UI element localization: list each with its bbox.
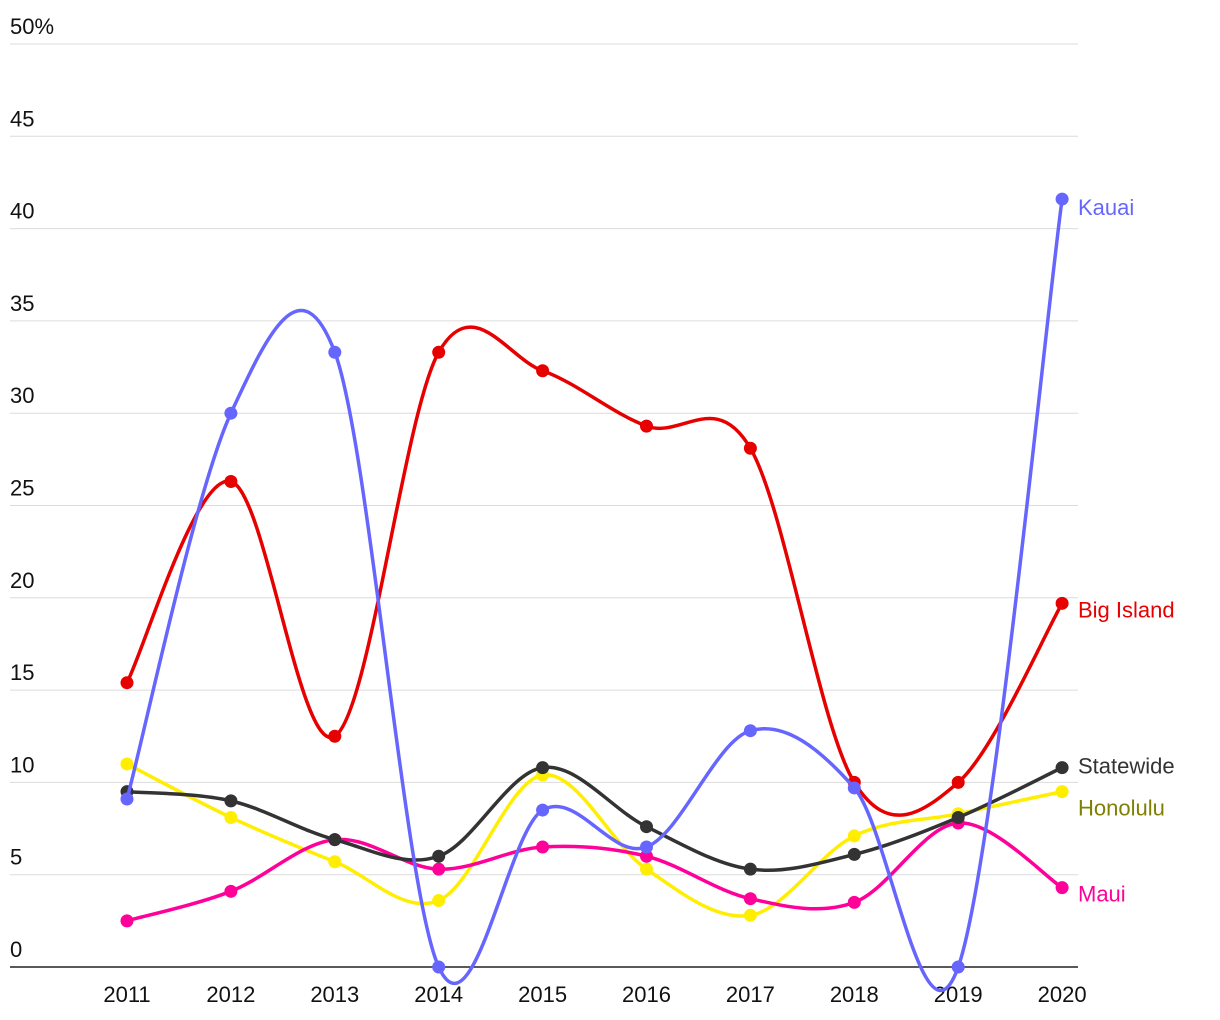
x-tick-label: 2011 — [103, 982, 150, 1007]
y-tick-label: 40 — [10, 199, 34, 224]
data-point-statewide — [951, 810, 965, 824]
data-point-big-island — [120, 676, 134, 690]
data-point-maui — [743, 892, 757, 906]
x-tick-label: 2016 — [622, 982, 671, 1007]
y-tick-label: 45 — [10, 106, 34, 131]
data-point-honolulu — [328, 855, 342, 869]
data-point-statewide — [743, 862, 757, 876]
series-line-big-island — [125, 325, 1064, 817]
data-point-statewide — [432, 849, 446, 863]
data-point-maui — [640, 849, 653, 863]
data-point-kauai — [120, 792, 134, 806]
data-point-maui — [224, 884, 238, 898]
data-point-kauai — [640, 840, 653, 854]
data-point-statewide — [536, 761, 550, 775]
data-point-kauai — [536, 803, 550, 817]
x-axis-ticks: 2011 2012 2013 2014 2015 2016 2017 2018 2019 2020 — [103, 982, 1086, 1007]
data-point-kauai — [328, 345, 342, 359]
data-point-honolulu — [432, 894, 446, 908]
series-line-maui — [125, 821, 1064, 923]
data-point-big-island — [536, 364, 550, 378]
data-point-big-island — [224, 475, 238, 489]
data-point-honolulu — [224, 810, 238, 824]
series-big-island — [120, 325, 1069, 817]
y-tick-label: 25 — [10, 476, 34, 501]
data-point-kauai — [743, 724, 757, 738]
x-tick-label: 2013 — [310, 982, 359, 1007]
series-line-honolulu — [125, 762, 1064, 918]
data-point-honolulu — [640, 862, 653, 876]
series-honolulu — [120, 757, 1069, 922]
data-point-kauai — [951, 960, 965, 974]
y-axis-ticks: 0 5 10 15 20 25 30 35 40 45 50% — [10, 14, 54, 962]
data-point-kauai — [432, 960, 446, 974]
data-point-maui — [847, 895, 861, 909]
y-tick-label: 15 — [10, 660, 34, 685]
x-tick-label: 2018 — [830, 982, 879, 1007]
data-point-kauai — [224, 406, 238, 420]
y-tick-label: 5 — [10, 845, 22, 870]
series-label-big-island: Big Island — [1078, 597, 1175, 622]
y-tick-label: 10 — [10, 752, 34, 777]
data-point-honolulu — [847, 829, 861, 843]
series-maui — [120, 816, 1069, 928]
data-point-maui — [536, 840, 550, 854]
series-label-honolulu: Honolulu — [1078, 796, 1165, 821]
x-tick-label: 2012 — [206, 982, 255, 1007]
data-point-big-island — [432, 345, 446, 359]
y-tick-label: 0 — [10, 937, 22, 962]
data-point-big-island — [640, 419, 653, 433]
data-point-honolulu — [1055, 785, 1069, 799]
series-label-kauai: Kauai — [1078, 195, 1134, 220]
grid-lines — [10, 43, 1078, 876]
data-point-statewide — [640, 820, 653, 834]
data-point-maui — [1055, 881, 1069, 895]
data-point-honolulu — [743, 908, 757, 922]
series-label-statewide: Statewide — [1078, 754, 1175, 779]
y-tick-label: 50% — [10, 14, 54, 39]
series-statewide — [120, 761, 1069, 876]
data-point-statewide — [1055, 761, 1069, 775]
x-tick-label: 2017 — [726, 982, 775, 1007]
data-point-statewide — [847, 847, 861, 861]
y-tick-label: 20 — [10, 568, 34, 593]
series-kauai — [120, 192, 1069, 993]
data-point-honolulu — [120, 757, 134, 771]
data-point-big-island — [743, 441, 757, 455]
data-point-big-island — [951, 775, 965, 789]
series-line-statewide — [125, 765, 1064, 873]
series-labels: Kauai Big Island Honolulu Maui Statewide — [1078, 195, 1175, 907]
data-point-big-island — [1055, 596, 1069, 610]
x-tick-label: 2015 — [518, 982, 567, 1007]
data-point-statewide — [328, 833, 342, 847]
data-point-kauai — [847, 781, 861, 795]
y-tick-label: 30 — [10, 383, 34, 408]
series-label-maui: Maui — [1078, 882, 1126, 907]
data-point-kauai — [1055, 192, 1069, 206]
y-tick-label: 35 — [10, 291, 34, 316]
data-point-statewide — [224, 794, 238, 808]
x-tick-label: 2014 — [414, 982, 463, 1007]
data-point-maui — [120, 914, 134, 928]
x-tick-label: 2020 — [1038, 982, 1087, 1007]
data-point-big-island — [328, 729, 342, 743]
x-tick-label: 2019 — [934, 982, 983, 1007]
series-group — [120, 192, 1069, 993]
data-point-maui — [432, 862, 446, 876]
